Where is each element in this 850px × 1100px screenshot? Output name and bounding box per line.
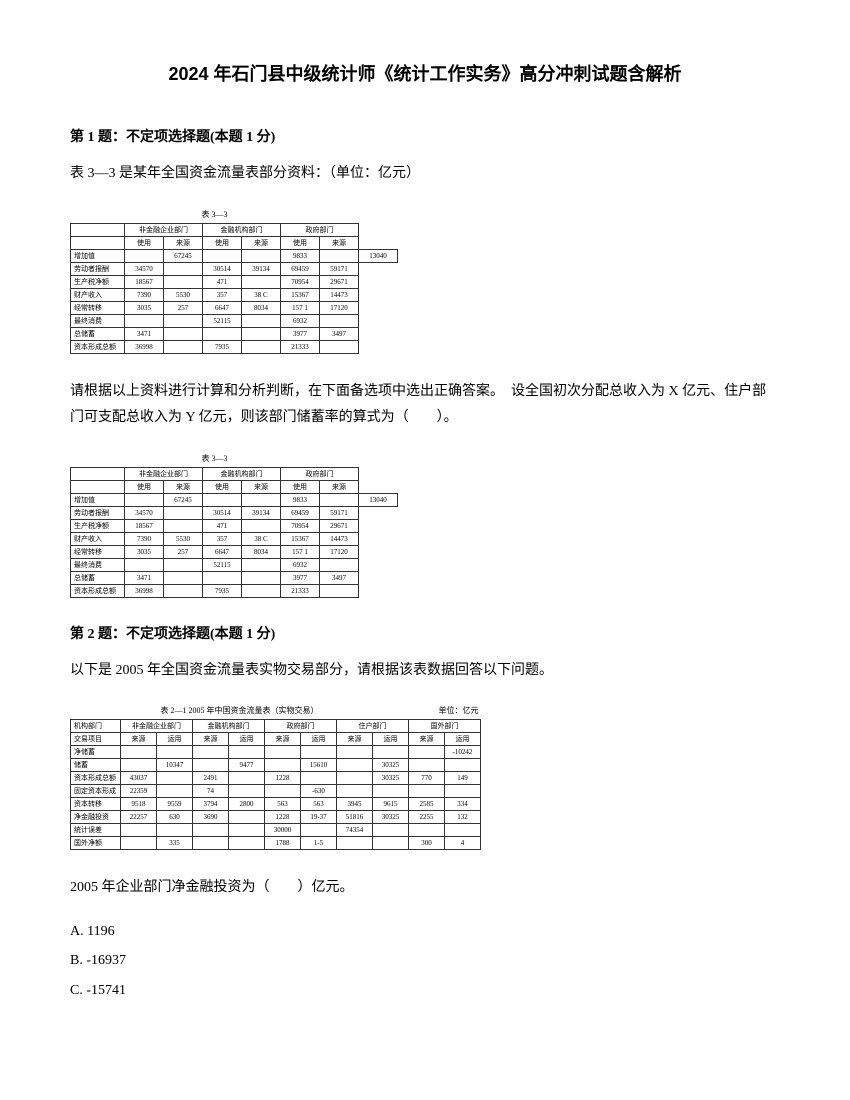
q2-option-a: A. 1196 <box>70 917 780 946</box>
q2-option-b: B. -16937 <box>70 946 780 975</box>
q2-option-c: C. -15741 <box>70 976 780 1005</box>
page-title: 2024 年石门县中级统计师《统计工作实务》高分冲刺试题含解析 <box>70 60 780 86</box>
q1-table-2: 表 3—3非金融企业部门金融机构部门政府部门使用来源使用来源使用来源增加值672… <box>70 452 780 598</box>
q2-table: 表 2—1 2005 年中国资金流量表（实物交易）单位：亿元机构部门非金融企业部… <box>70 704 780 850</box>
q2-header: 第 2 题：不定项选择题(本题 1 分) <box>70 623 780 643</box>
q2-prompt: 2005 年企业部门净金融投资为（ ）亿元。 <box>70 875 780 902</box>
q1-intro: 表 3—3 是某年全国资金流量表部分资料：（单位：亿元） <box>70 161 780 188</box>
q1-prompt: 请根据以上资料进行计算和分析判断，在下面备选项中选出正确答案。 设全国初次分配总… <box>70 379 780 432</box>
q1-header: 第 1 题：不定项选择题(本题 1 分) <box>70 126 780 146</box>
q2-options: A. 1196 B. -16937 C. -15741 <box>70 917 780 1005</box>
q1-table-1: 表 3—3非金融企业部门金融机构部门政府部门使用来源使用来源使用来源增加值672… <box>70 208 780 354</box>
q2-intro: 以下是 2005 年全国资金流量表实物交易部分，请根据该表数据回答以下问题。 <box>70 658 780 685</box>
